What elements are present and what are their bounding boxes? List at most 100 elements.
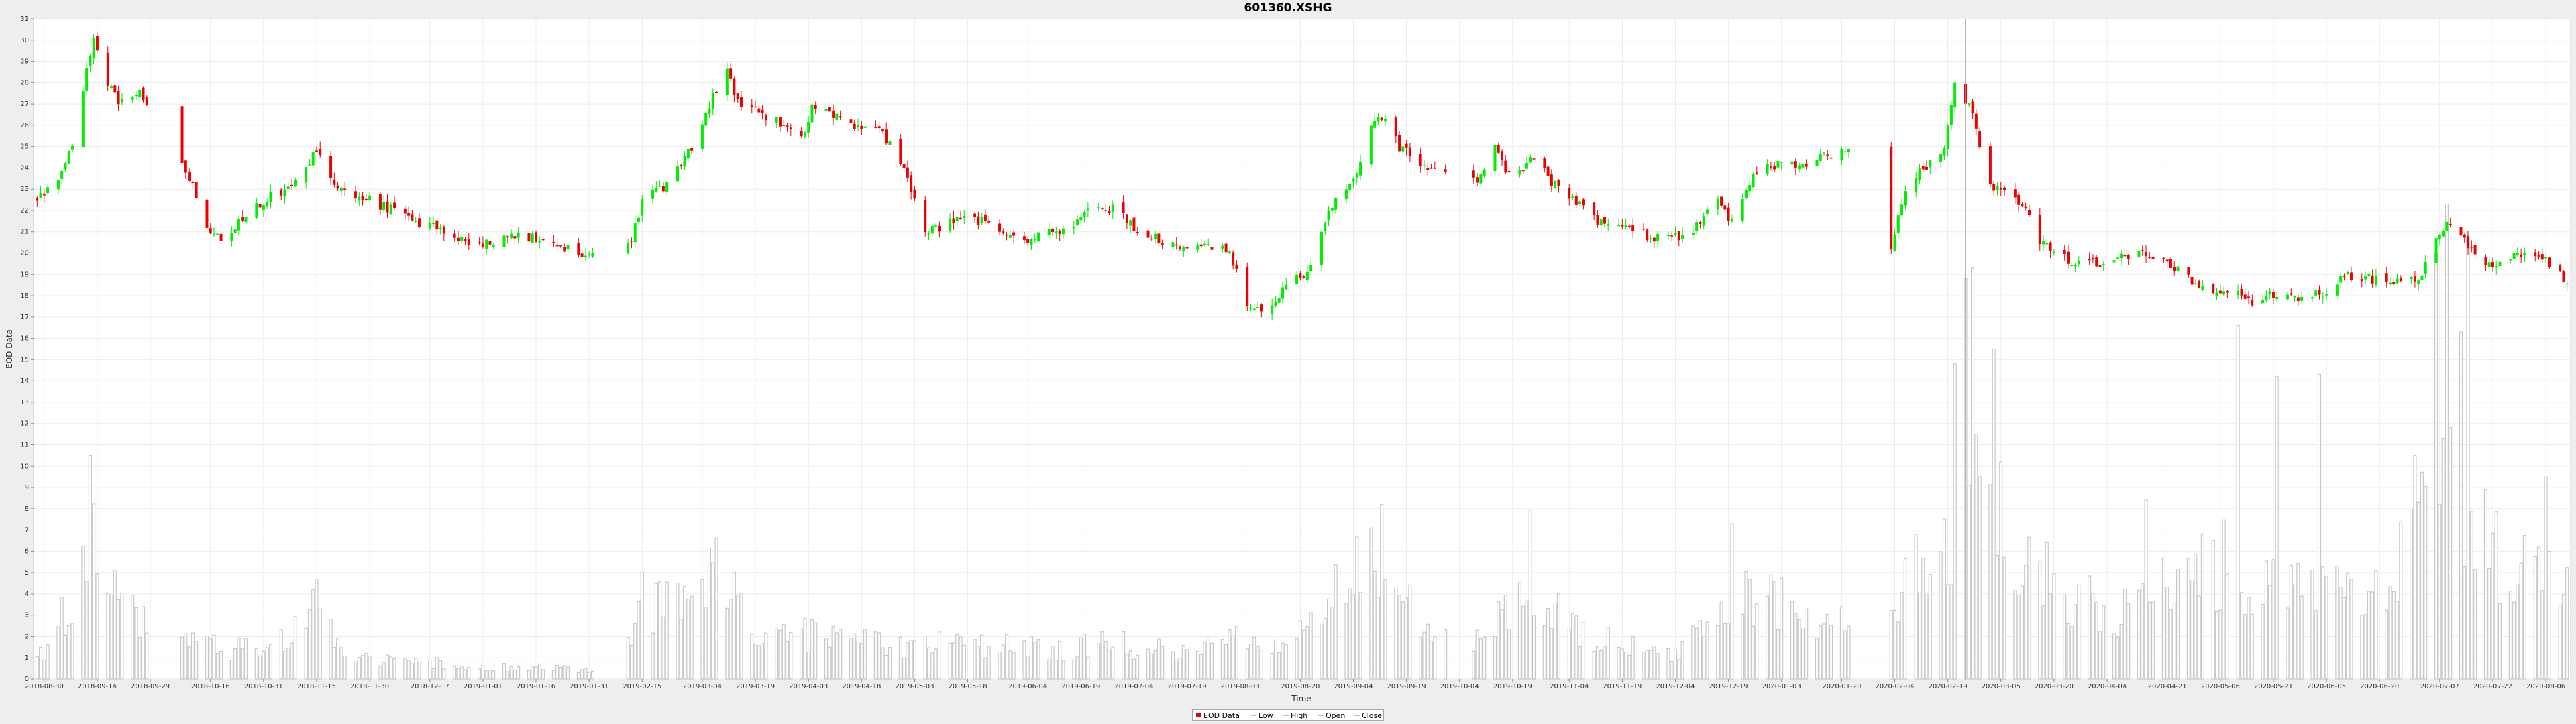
volume-bar: [1422, 631, 1426, 680]
volume-bar: [1656, 653, 1660, 680]
volume-bar: [1624, 652, 1628, 680]
volume-bar: [368, 656, 372, 680]
volume-bar: [2211, 540, 2215, 680]
volume-bar: [1705, 621, 1709, 680]
volume-bar: [587, 672, 591, 680]
candle-body: [329, 156, 333, 178]
candle-body: [1681, 234, 1684, 239]
volume-bar: [654, 583, 658, 680]
volume-bar: [2483, 489, 2487, 680]
volume-bar: [937, 631, 941, 680]
candle-body: [538, 241, 541, 243]
volume-bar: [410, 663, 414, 680]
y-tick-label: 20: [20, 250, 29, 257]
volume-bar: [584, 668, 588, 680]
candle-body: [2021, 204, 2024, 207]
volume-bar: [1805, 608, 1809, 680]
candle-body: [510, 233, 513, 239]
volume-bar: [1691, 625, 1695, 680]
volume-bar: [1620, 648, 1624, 680]
candle-body: [2137, 251, 2141, 257]
candle-body: [627, 243, 630, 253]
y-tick-label: 4: [25, 591, 29, 598]
candle-body: [213, 233, 215, 235]
candle-body: [1179, 246, 1181, 249]
candle-body: [998, 223, 1001, 232]
volume-bar: [750, 634, 754, 680]
x-tick-label: 2019-03-04: [683, 683, 722, 690]
volume-bar: [1001, 644, 1005, 680]
candle-body: [1996, 186, 1999, 190]
candle-body: [1108, 210, 1111, 213]
volume-bar: [1252, 636, 1256, 680]
candle-body: [1752, 174, 1755, 187]
candle-body: [417, 218, 421, 228]
volume-bar: [1072, 660, 1076, 680]
candle-body: [1150, 238, 1153, 240]
volume-bar: [1107, 649, 1112, 680]
candle-body: [1801, 164, 1805, 168]
legend-entry: High: [1291, 711, 1307, 720]
volume-bar: [590, 670, 594, 680]
volume-bar: [1801, 628, 1805, 680]
volume-bar: [785, 641, 790, 680]
volume-bar: [2540, 590, 2544, 680]
candle-body: [36, 198, 39, 201]
volume-bar: [884, 654, 888, 680]
candle-body: [2275, 296, 2279, 300]
volume-bar: [2161, 557, 2165, 680]
candle-body: [857, 124, 859, 127]
candle-body: [2413, 276, 2416, 282]
candle-body: [2420, 275, 2424, 280]
candle-body: [1047, 229, 1051, 235]
volume-bar: [1542, 625, 1546, 680]
candle-body: [1893, 234, 1896, 251]
volume-bar: [2250, 613, 2254, 680]
candle-body: [1472, 170, 1475, 178]
volume-bar: [580, 669, 584, 680]
volume-bar: [2491, 532, 2495, 680]
candle-body: [711, 92, 714, 109]
candle-body: [1125, 214, 1128, 223]
x-tick-label: 2019-10-19: [1493, 683, 1532, 690]
candle-body: [1988, 146, 1992, 184]
volume-bar: [2066, 623, 2070, 680]
volume-bar: [2144, 499, 2148, 680]
volume-bar: [2088, 575, 2092, 680]
volume-bar: [237, 637, 241, 680]
volume-bar: [1033, 642, 1037, 680]
legend-entry: Open: [1326, 711, 1345, 720]
candle-body: [1776, 160, 1780, 168]
candle-body: [814, 105, 817, 109]
candle-body: [955, 217, 959, 221]
volume-bar: [1790, 601, 1794, 680]
volume-bar: [1698, 620, 1702, 680]
volume-bar: [1914, 534, 1918, 680]
volume-bar: [1358, 592, 1362, 680]
candle-body: [1185, 247, 1189, 249]
candle-body: [2399, 278, 2402, 282]
plot-area[interactable]: [33, 18, 2571, 680]
candle-body: [1377, 117, 1380, 122]
volume-bar: [2194, 553, 2198, 680]
volume-bar: [559, 666, 563, 680]
volume-bar: [2190, 580, 2194, 680]
candle-body: [2371, 275, 2374, 284]
volume-bar: [704, 607, 708, 680]
volume-bar: [2392, 591, 2396, 680]
volume-bar: [2342, 597, 2346, 680]
volume-bar: [431, 668, 435, 680]
volume-bar: [311, 589, 315, 680]
x-tick-label: 2020-01-03: [1762, 683, 1801, 690]
volume-bar: [1380, 503, 1384, 680]
volume-bar: [2413, 455, 2417, 680]
x-axis: 2018-08-30 2018-09-14 2018-09-29 2018-10-16…: [25, 679, 2565, 690]
y-tick-label: 1: [25, 654, 29, 662]
candle-body: [1968, 103, 1971, 105]
candle-body: [1086, 208, 1089, 210]
volume-bar: [2268, 585, 2272, 680]
volume-bar: [2243, 614, 2247, 680]
volume-bar: [2119, 623, 2123, 680]
volume-bar: [877, 632, 881, 680]
